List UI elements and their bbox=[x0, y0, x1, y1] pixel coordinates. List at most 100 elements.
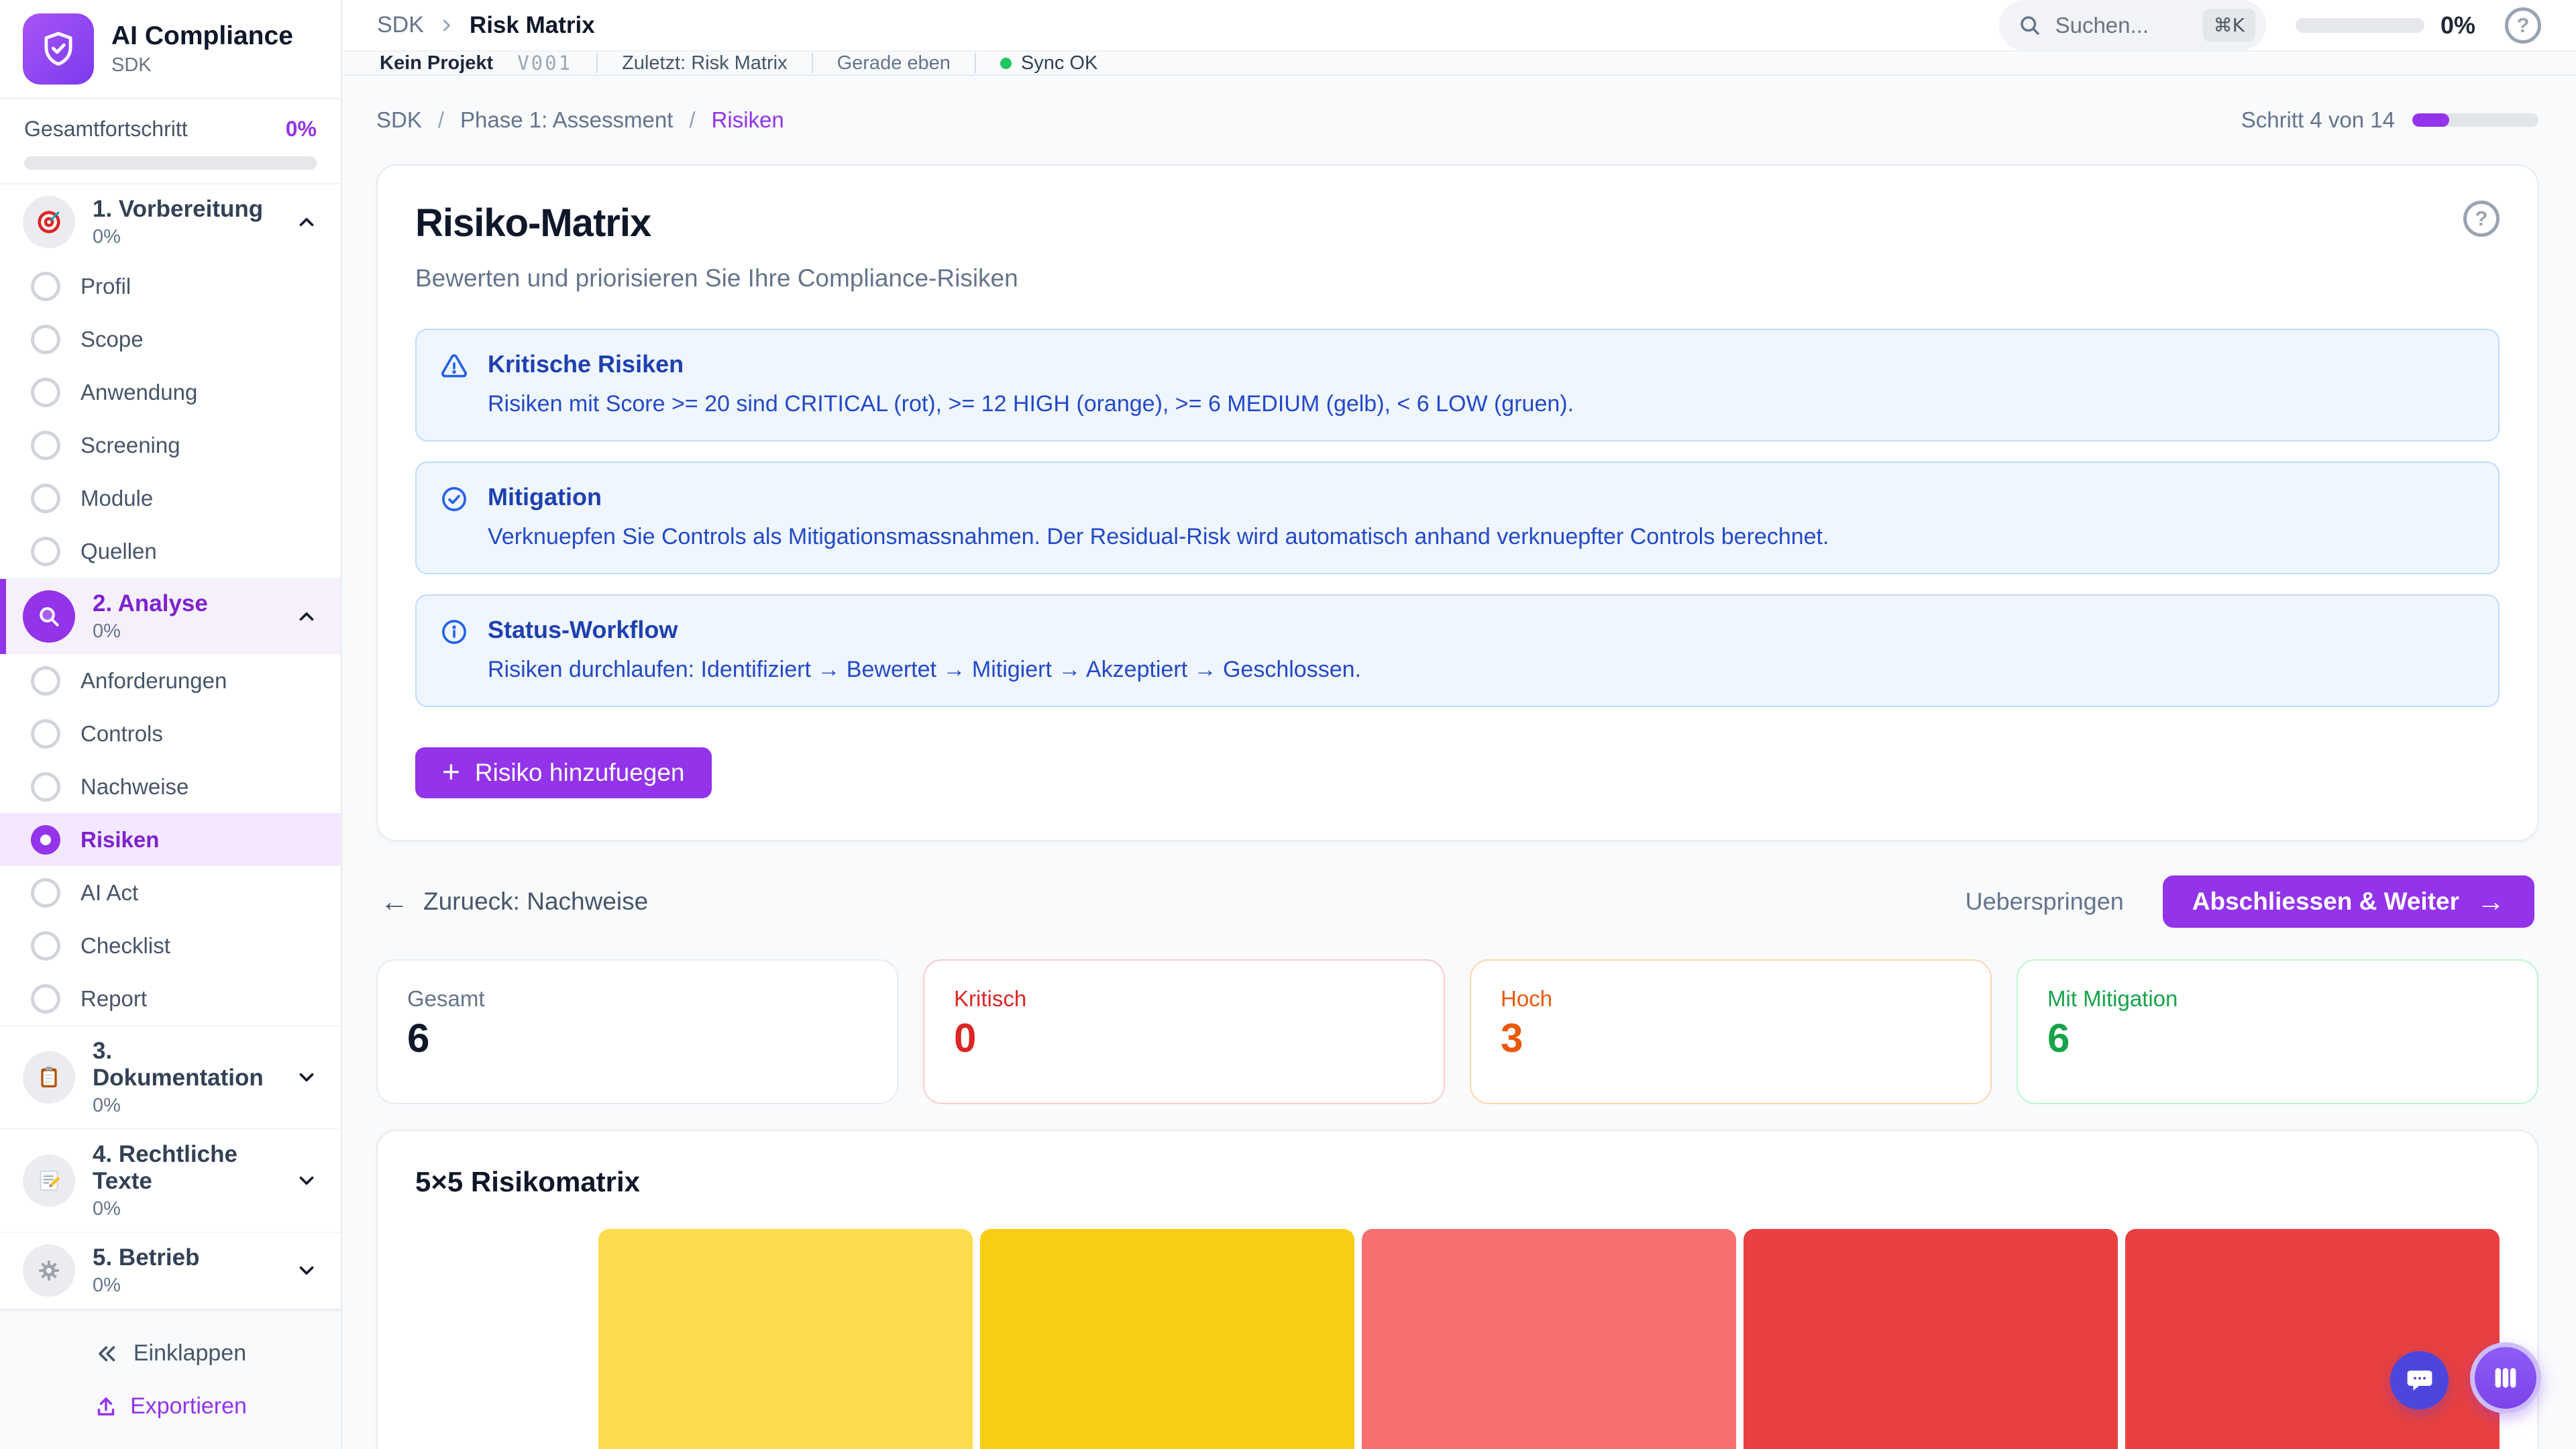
project-name: Kein Projekt bbox=[380, 52, 494, 74]
matrix-cell-3[interactable] bbox=[1362, 1228, 1736, 1449]
panels-button[interactable] bbox=[2470, 1342, 2541, 1413]
radio-empty-icon bbox=[31, 771, 60, 802]
sidebar-item-profil[interactable]: Profil bbox=[0, 260, 341, 313]
section-title: 4. Rechtliche Texte bbox=[93, 1141, 237, 1194]
clipboard-icon bbox=[23, 1051, 75, 1104]
step-progress: Schritt 4 von 14 bbox=[2241, 107, 2538, 133]
sidebar-item-risiken[interactable]: Risiken bbox=[0, 813, 341, 866]
breadcrumb-parent[interactable]: SDK bbox=[377, 12, 424, 38]
stat-value: 6 bbox=[2047, 1015, 2070, 1061]
info-box-status-workflow: Status-Workflow Risiken durchlaufen: Iden… bbox=[415, 594, 2500, 707]
section-header-3-dokumentation[interactable]: 3. Dokumentation 0% bbox=[0, 1026, 341, 1128]
sync-ok-dot-icon bbox=[1000, 57, 1012, 69]
add-risk-button[interactable]: + Risiko hinzufuegen bbox=[415, 747, 712, 798]
chat-button[interactable] bbox=[2390, 1351, 2449, 1409]
sidebar-section-4-rechtliche-texte: 4. Rechtliche Texte 0% bbox=[0, 1130, 341, 1233]
chevron-down-icon bbox=[295, 1169, 318, 1192]
search-input[interactable] bbox=[2055, 12, 2190, 38]
info-box-title: Status-Workflow bbox=[488, 615, 678, 643]
help-icon[interactable]: ? bbox=[2505, 7, 2541, 44]
stat-label: Gesamt bbox=[407, 985, 485, 1011]
sidebar-item-label: Profil bbox=[80, 273, 131, 299]
section-title: 2. Analyse bbox=[93, 590, 208, 616]
section-header-1-vorbereitung[interactable]: 1. Vorbereitung 0% bbox=[0, 184, 341, 260]
search-icon bbox=[2018, 13, 2042, 38]
radio-empty-icon bbox=[31, 877, 60, 908]
section-percent: 0% bbox=[93, 226, 121, 248]
collapse-label: Einklappen bbox=[133, 1340, 247, 1366]
sidebar-item-ai-act[interactable]: AI Act bbox=[0, 866, 341, 919]
back-button[interactable]: ← Zurueck: Nachweise bbox=[380, 885, 648, 918]
arrow-right-icon: → bbox=[2477, 885, 2505, 917]
risk-matrix-grid bbox=[415, 1228, 2500, 1449]
finish-next-label: Abschliessen & Weiter bbox=[2192, 887, 2459, 915]
crumb-current: Risiken bbox=[711, 107, 784, 132]
status-bar: Kein Projekt V001 Zuletzt: Risk Matrix G… bbox=[342, 52, 2576, 76]
collapse-sidebar-button[interactable]: Einklappen bbox=[95, 1340, 246, 1366]
section-text: 2. Analyse 0% bbox=[93, 590, 208, 643]
matrix-cell-2[interactable] bbox=[980, 1228, 1354, 1449]
topbar-progress-bar bbox=[2295, 17, 2424, 33]
section-header-4-rechtliche-texte[interactable]: 4. Rechtliche Texte 0% bbox=[0, 1130, 341, 1232]
sidebar-item-checklist[interactable]: Checklist bbox=[0, 919, 341, 972]
section-header-2-analyse[interactable]: 2. Analyse 0% bbox=[0, 579, 341, 654]
section-text: 1. Vorbereitung 0% bbox=[93, 196, 263, 248]
finish-next-button[interactable]: Abschliessen & Weiter → bbox=[2162, 875, 2534, 928]
sidebar-header: AI Compliance SDK bbox=[0, 0, 341, 99]
sidebar-nav: 1. Vorbereitung 0% Profil Scope Anwendung Scr… bbox=[0, 184, 341, 1309]
skip-button[interactable]: Ueberspringen bbox=[1965, 887, 2124, 915]
matrix-title: 5×5 Risikomatrix bbox=[415, 1165, 641, 1197]
sidebar-item-anforderungen[interactable]: Anforderungen bbox=[0, 654, 341, 707]
export-button[interactable]: Exportieren bbox=[94, 1393, 247, 1419]
crumb-phase[interactable]: Phase 1: Assessment bbox=[460, 107, 674, 132]
section-title: 1. Vorbereitung bbox=[93, 196, 264, 222]
sidebar-item-label: Scope bbox=[80, 326, 144, 352]
search-shortcut-badge: ⌘K bbox=[2202, 9, 2255, 42]
stats-row: Gesamt 6 Kritisch 0 Hoch 3 Mit Mitigation 6 bbox=[376, 959, 2538, 1104]
add-risk-label: Risiko hinzufuegen bbox=[474, 758, 685, 786]
sidebar-item-quellen[interactable]: Quellen bbox=[0, 525, 341, 578]
warning-triangle-icon bbox=[439, 352, 469, 420]
plus-icon: + bbox=[442, 753, 460, 789]
page-breadcrumb-row: SDK / Phase 1: Assessment / Risiken Schr… bbox=[376, 76, 2538, 164]
matrix-label-column bbox=[415, 1229, 591, 1449]
section-header-5-betrieb[interactable]: 5. Betrieb 0% bbox=[0, 1233, 341, 1308]
section-text: 4. Rechtliche Texte 0% bbox=[93, 1141, 278, 1220]
topbar-progress-value: 0% bbox=[2440, 11, 2475, 39]
sidebar-item-report[interactable]: Report bbox=[0, 972, 341, 1025]
matrix-cell-4[interactable] bbox=[1743, 1228, 2118, 1449]
sidebar-item-label: Report bbox=[80, 985, 148, 1011]
sidebar-section-3-dokumentation: 3. Dokumentation 0% bbox=[0, 1026, 341, 1130]
stat-card-gesamt: Gesamt 6 bbox=[376, 959, 898, 1104]
stat-card-kritisch: Kritisch 0 bbox=[923, 959, 1445, 1104]
chevron-down-icon bbox=[295, 1066, 318, 1089]
sidebar-item-nachweise[interactable]: Nachweise bbox=[0, 760, 341, 813]
card-help-icon[interactable]: ? bbox=[2463, 201, 2500, 237]
chevron-down-icon bbox=[295, 1259, 318, 1282]
info-box-title: Kritische Risiken bbox=[488, 350, 684, 378]
overall-progress-value: 0% bbox=[285, 117, 317, 141]
slash-separator: / bbox=[437, 107, 445, 132]
stat-label: Hoch bbox=[1501, 985, 1553, 1011]
matrix-cell-1[interactable] bbox=[598, 1228, 973, 1449]
sidebar-item-label: Nachweise bbox=[80, 773, 189, 799]
sidebar-item-module[interactable]: Module bbox=[0, 472, 341, 525]
divider bbox=[811, 53, 813, 73]
sidebar-item-screening[interactable]: Screening bbox=[0, 419, 341, 472]
radio-empty-icon bbox=[31, 718, 60, 749]
gear-icon bbox=[23, 1244, 75, 1297]
sidebar-item-scope[interactable]: Scope bbox=[0, 313, 341, 366]
search-box[interactable]: ⌘K bbox=[1998, 0, 2266, 50]
sidebar-item-controls[interactable]: Controls bbox=[0, 707, 341, 760]
slash-separator: / bbox=[689, 107, 696, 132]
matrix-cell-5[interactable] bbox=[2125, 1228, 2500, 1449]
sidebar-item-anwendung[interactable]: Anwendung bbox=[0, 366, 341, 419]
section-percent: 0% bbox=[93, 1095, 121, 1116]
back-label: Zurueck: Nachweise bbox=[423, 887, 649, 915]
info-box-mitigation: Mitigation Verknuepfen Sie Controls als M… bbox=[415, 461, 2500, 574]
crumb-sdk[interactable]: SDK bbox=[376, 107, 422, 132]
radio-empty-icon bbox=[31, 430, 60, 460]
info-box-text: Risiken durchlaufen: Identifiziert → Bew… bbox=[488, 656, 1361, 682]
radio-empty-icon bbox=[31, 271, 60, 301]
